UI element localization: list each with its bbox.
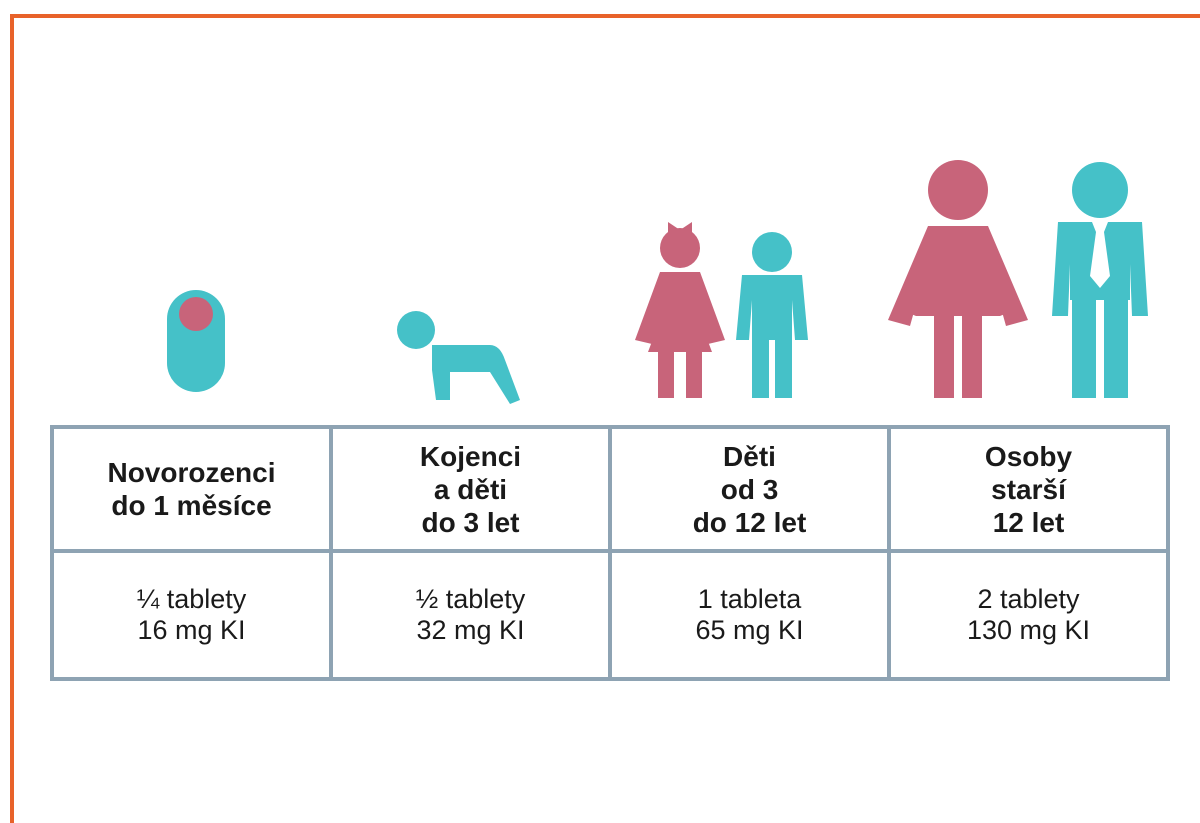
dose-cell-line: 16 mg KI <box>55 615 328 646</box>
newborn-icon <box>167 290 225 392</box>
group-header-line: Děti <box>613 440 886 473</box>
group-header-line: starší <box>892 473 1165 506</box>
page: Novorozencido 1 měsíceKojencia dětido 3 … <box>0 0 1200 823</box>
dose-cell-line: 65 mg KI <box>613 615 886 646</box>
group-header-line: Novorozenci <box>55 456 328 489</box>
group-header-line: Kojenci <box>334 440 607 473</box>
group-header-line: Osoby <box>892 440 1165 473</box>
dose-cell-line: 32 mg KI <box>334 615 607 646</box>
group-header-line: do 12 let <box>613 506 886 539</box>
dose-cell-line: 130 mg KI <box>892 615 1165 646</box>
boy-icon <box>736 232 808 398</box>
dose-cell-line: 2 tablety <box>892 584 1165 615</box>
group-header-line: od 3 <box>613 473 886 506</box>
dose-cell-line: 1 tableta <box>613 584 886 615</box>
group-header-line: 12 let <box>892 506 1165 539</box>
group-header-line: do 1 měsíce <box>55 489 328 522</box>
dose-cell-line: ¼ tablety <box>55 584 328 615</box>
icons <box>0 0 1200 823</box>
man-icon <box>1052 162 1148 398</box>
group-header-line: do 3 let <box>334 506 607 539</box>
girl-icon <box>635 222 725 398</box>
dose-cell-line: ½ tablety <box>334 584 607 615</box>
crawling-baby-icon <box>397 311 520 404</box>
group-header-line: a děti <box>334 473 607 506</box>
woman-icon <box>888 160 1028 398</box>
